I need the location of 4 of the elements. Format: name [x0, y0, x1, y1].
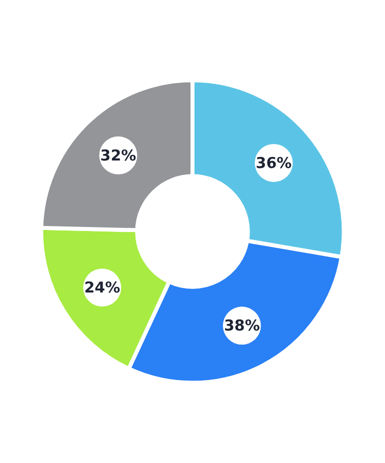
data-label: 38%	[224, 316, 260, 335]
data-label: 36%	[256, 154, 292, 172]
data-label: 24%	[84, 278, 120, 297]
data-label: 32%	[100, 146, 136, 164]
